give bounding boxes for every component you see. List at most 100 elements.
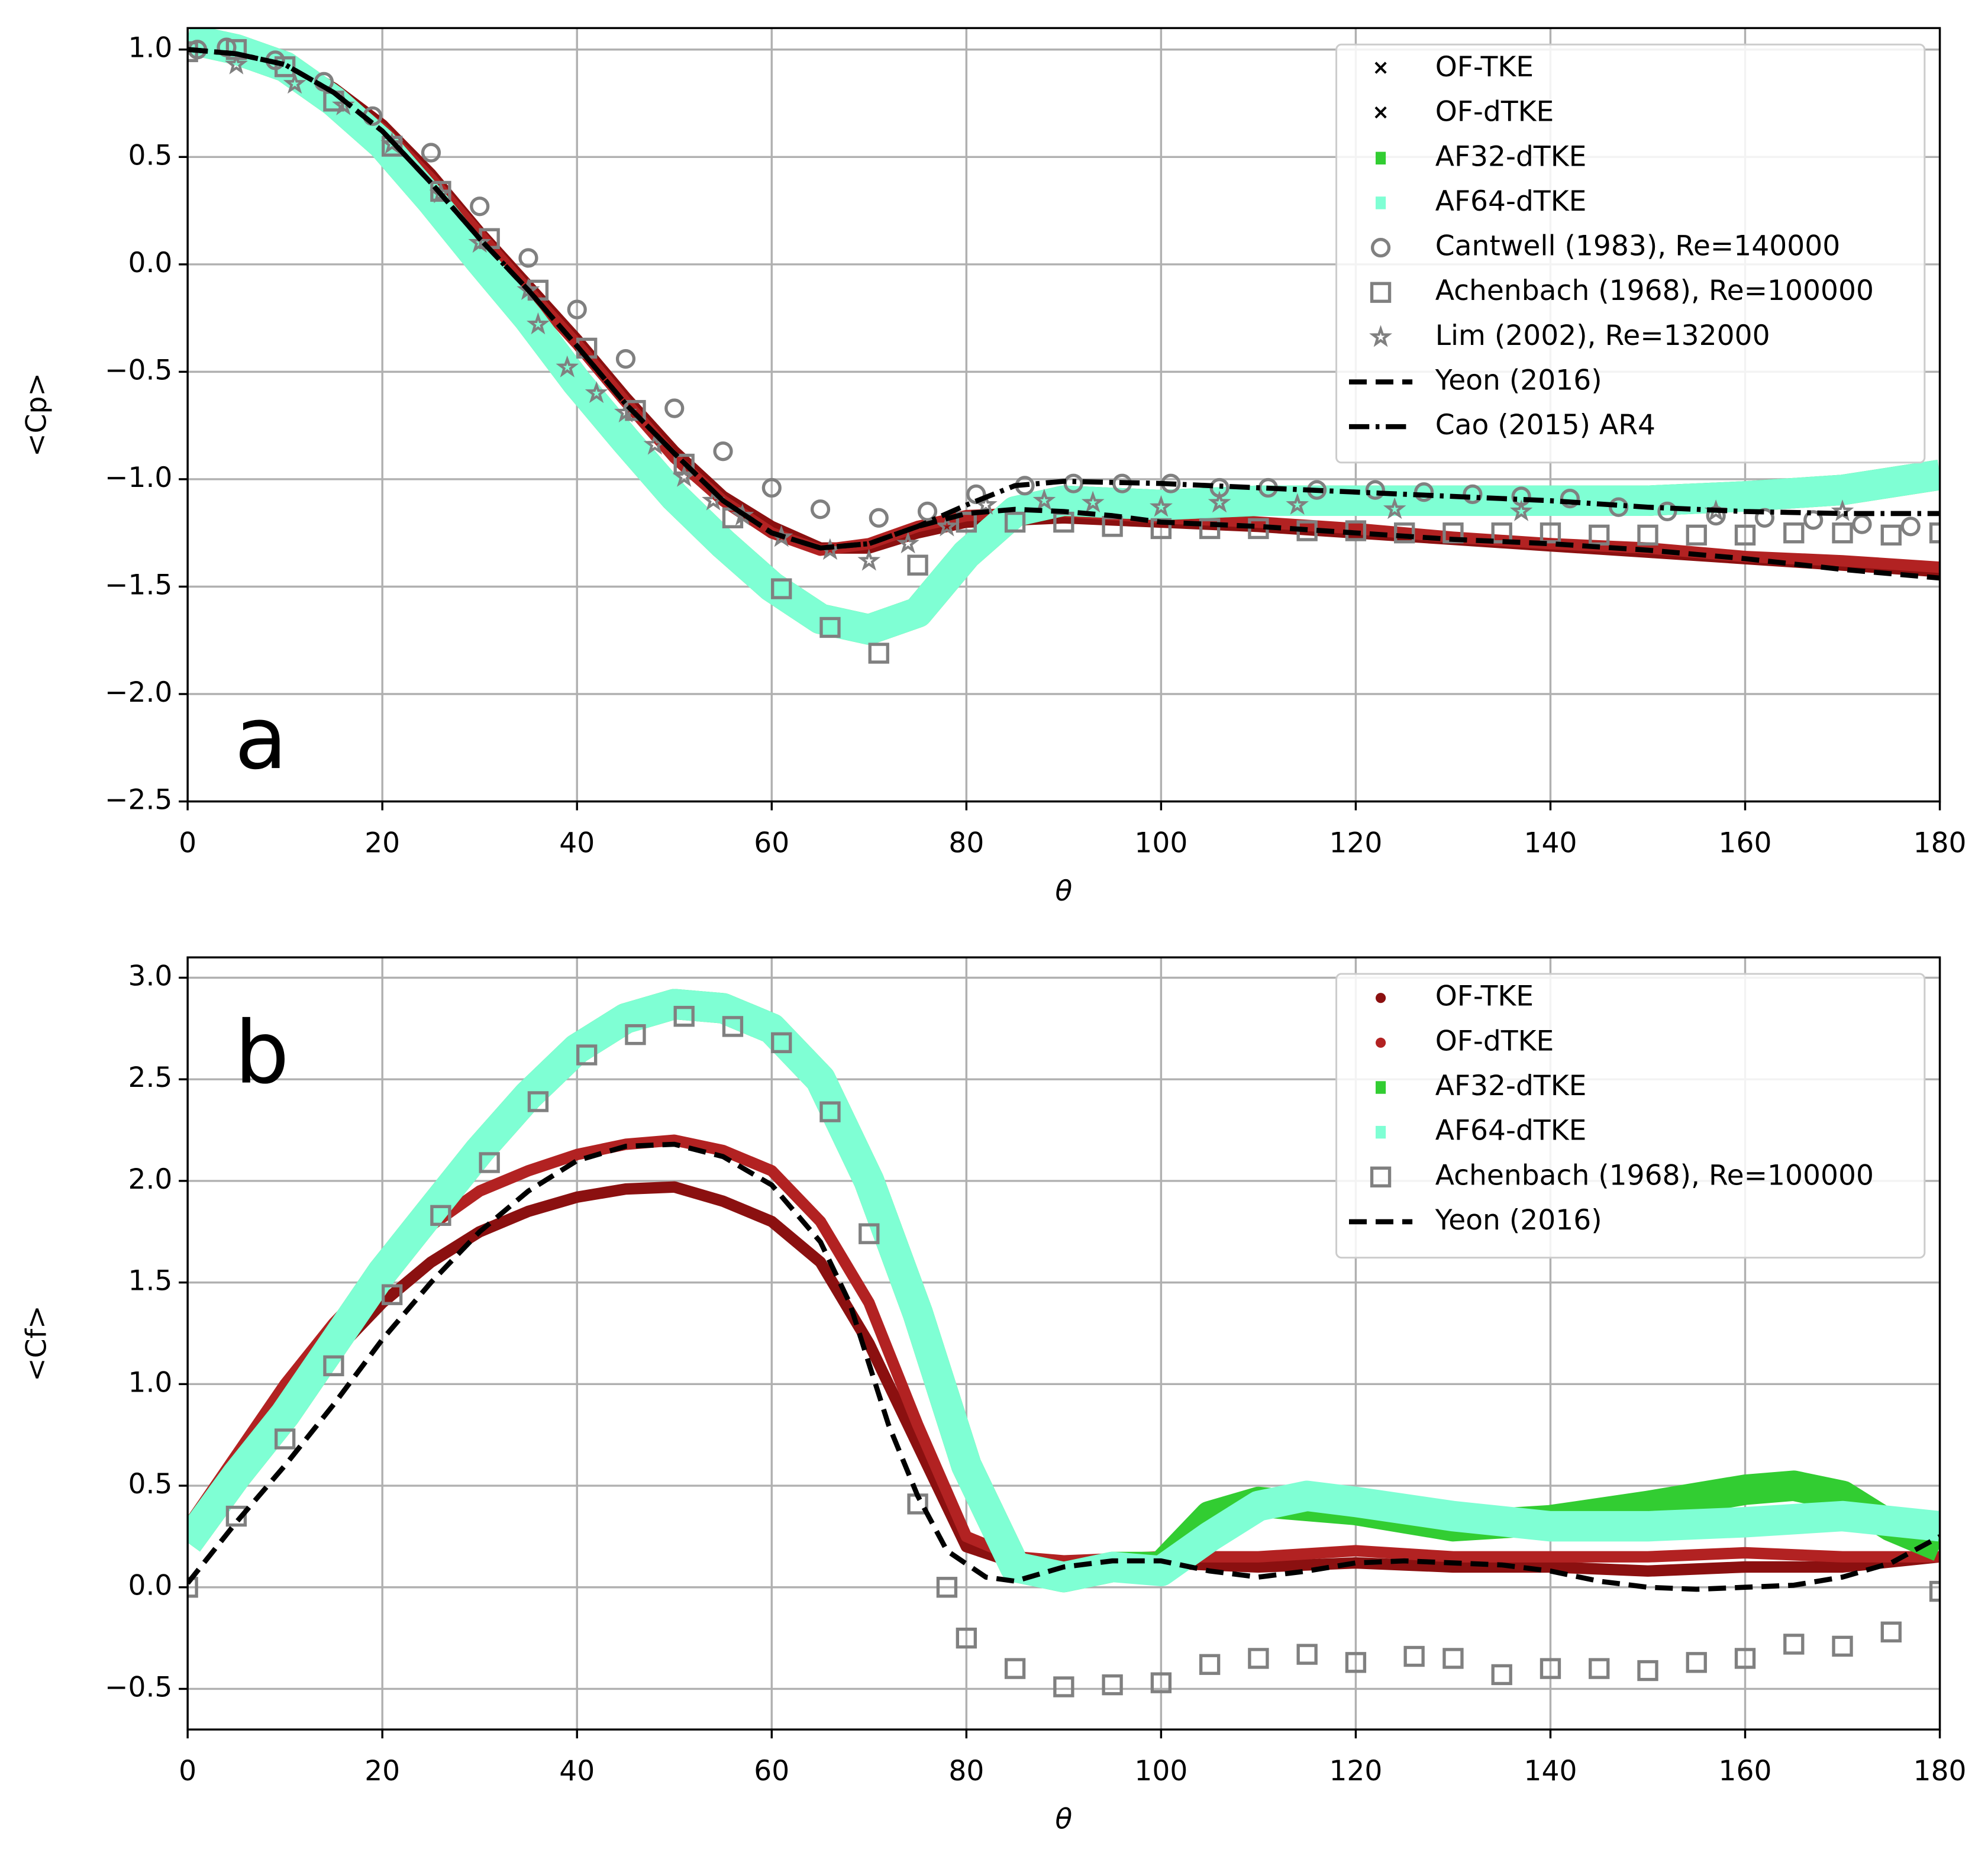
y-axis-label: <Cf> xyxy=(20,1305,53,1381)
circle-marker xyxy=(664,398,685,418)
star-marker xyxy=(857,548,881,571)
y-tick-label: 1.0 xyxy=(128,32,172,64)
legend-label: OF-TKE xyxy=(1435,51,1534,83)
circle-marker xyxy=(1657,501,1677,521)
square-marker xyxy=(1403,1645,1425,1667)
x-tick-label: 140 xyxy=(1524,1755,1577,1787)
x-tick-label: 0 xyxy=(179,1755,196,1787)
circle-marker xyxy=(917,501,938,521)
y-tick-label: 0.0 xyxy=(128,1570,172,1602)
circle-marker xyxy=(1852,514,1872,534)
star-marker xyxy=(1286,493,1309,515)
x-axis-label: θ xyxy=(1055,1803,1072,1835)
y-tick-label: −1.5 xyxy=(105,569,172,601)
x-tick-label: 120 xyxy=(1329,827,1382,859)
square-marker xyxy=(1442,1648,1464,1669)
square-marker xyxy=(1929,522,1940,544)
square-marker xyxy=(1370,1166,1392,1187)
circle-marker xyxy=(1754,508,1775,528)
y-tick-label: −2.0 xyxy=(105,676,172,709)
x-tick-label: 0 xyxy=(179,827,196,859)
axes-frame xyxy=(186,27,1941,803)
y-tick-label: 0.5 xyxy=(128,139,172,172)
square-marker xyxy=(1053,1676,1074,1697)
legend-label: Lim (2002), Re=132000 xyxy=(1435,319,1770,352)
square-marker xyxy=(1589,1658,1610,1679)
panel-label: a xyxy=(234,689,287,789)
star-marker xyxy=(526,312,550,335)
square-marker xyxy=(1734,524,1756,546)
y-tick-label: 1.5 xyxy=(128,1265,172,1298)
x-tick-label: 140 xyxy=(1524,827,1577,859)
circle-marker xyxy=(810,499,831,519)
y-axis-label: <Cp> xyxy=(20,373,53,457)
line xyxy=(188,47,1940,581)
square-marker xyxy=(956,1627,977,1649)
legend-label: Achenbach (1968), Re=100000 xyxy=(1435,1159,1874,1192)
star-marker xyxy=(974,493,998,515)
legend-marker xyxy=(1376,993,1386,1003)
star-marker xyxy=(1831,499,1854,521)
axes-frame xyxy=(186,956,1941,1731)
x-tick-label: 20 xyxy=(364,827,400,859)
square-marker xyxy=(625,1024,646,1045)
star-marker xyxy=(896,531,919,554)
legend-label: Cao (2015) AR4 xyxy=(1435,409,1655,441)
square-marker xyxy=(430,1205,451,1226)
square-marker xyxy=(1686,1652,1707,1673)
square-marker xyxy=(1880,1621,1902,1642)
square-marker xyxy=(673,453,695,475)
x-tick-label: 180 xyxy=(1913,1755,1967,1787)
circle-marker xyxy=(761,477,782,498)
square-marker xyxy=(673,1006,695,1027)
square-marker xyxy=(1150,1672,1172,1693)
star-marker xyxy=(585,381,608,404)
square-marker xyxy=(1370,282,1392,303)
line xyxy=(188,1141,1940,1592)
square-marker xyxy=(527,1091,549,1112)
square-marker xyxy=(819,1101,841,1122)
plot-area xyxy=(188,28,1940,664)
star-marker xyxy=(672,464,696,487)
circle-marker xyxy=(1413,482,1434,502)
square-marker xyxy=(1589,524,1610,546)
circle-marker xyxy=(713,441,733,461)
circle-marker xyxy=(1900,517,1921,537)
star-marker xyxy=(1509,499,1533,521)
y-tick-label: −0.5 xyxy=(105,354,172,386)
y-tick-label: 1.0 xyxy=(128,1366,172,1399)
star-marker xyxy=(380,132,404,154)
square-marker xyxy=(1199,518,1221,540)
square-marker xyxy=(225,1505,247,1527)
square-marker xyxy=(1540,522,1561,544)
square-marker xyxy=(479,1152,500,1173)
panel-label: b xyxy=(234,1003,289,1103)
legend-label: AF64-dTKE xyxy=(1435,1115,1587,1147)
circle-marker xyxy=(567,299,587,319)
y-tick-label: 0.0 xyxy=(128,247,172,279)
circle-marker xyxy=(421,143,441,163)
legend-box xyxy=(1335,43,1926,464)
square-marker xyxy=(1248,1648,1269,1669)
star-marker xyxy=(1208,490,1231,513)
circle-marker xyxy=(869,508,889,528)
star-marker xyxy=(468,231,492,253)
star-marker xyxy=(731,504,754,526)
x-tick-label: 160 xyxy=(1719,1755,1772,1787)
circle-marker xyxy=(518,248,538,268)
legend-label: Achenbach (1968), Re=100000 xyxy=(1435,275,1874,307)
square-marker xyxy=(1394,522,1415,544)
square-marker xyxy=(1004,1658,1026,1679)
square-marker xyxy=(907,554,928,576)
square-marker xyxy=(771,1032,792,1054)
circle-marker xyxy=(470,196,490,217)
square-marker xyxy=(274,1428,296,1450)
legend-marker xyxy=(1376,151,1386,164)
legend-label: OF-TKE xyxy=(1435,980,1534,1013)
circle-marker xyxy=(1370,237,1391,258)
y-tick-label: −0.5 xyxy=(105,1671,172,1703)
legend-box xyxy=(1335,973,1926,1259)
star-marker xyxy=(1032,488,1056,511)
circle-marker xyxy=(615,348,636,369)
